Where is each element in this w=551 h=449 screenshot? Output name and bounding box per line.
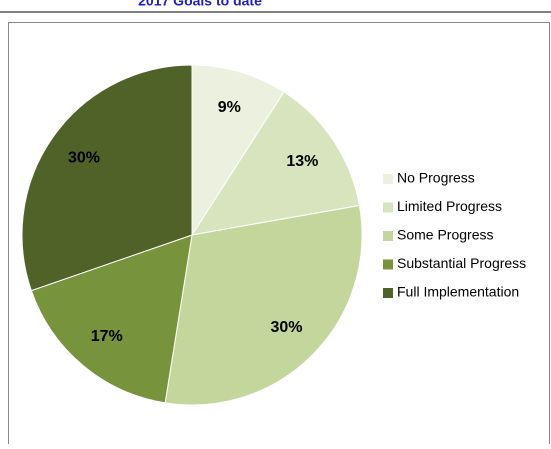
legend-swatch [383,202,393,213]
legend-label: Limited Progress [397,198,502,214]
data-label: 30% [270,319,302,336]
pie-slice [21,64,193,292]
legend-label: No Progress [397,170,475,186]
legend-swatch [383,288,393,298]
pie-slice [164,204,363,406]
chart-title: 2017 Goals to date [138,0,262,9]
data-label: 30% [68,149,100,166]
data-label: 9% [218,99,241,116]
data-label: 17% [91,328,123,345]
pie-slice [190,91,360,236]
legend-label: Some Progress [397,227,493,243]
legend-swatch [383,231,393,241]
legend-swatch [383,259,393,270]
data-label: 13% [286,153,318,170]
pie-slice [191,64,285,237]
legend-label: Full Implementation [397,284,519,300]
legend-label: Substantial Progress [397,255,526,271]
legend-swatch [383,174,393,184]
